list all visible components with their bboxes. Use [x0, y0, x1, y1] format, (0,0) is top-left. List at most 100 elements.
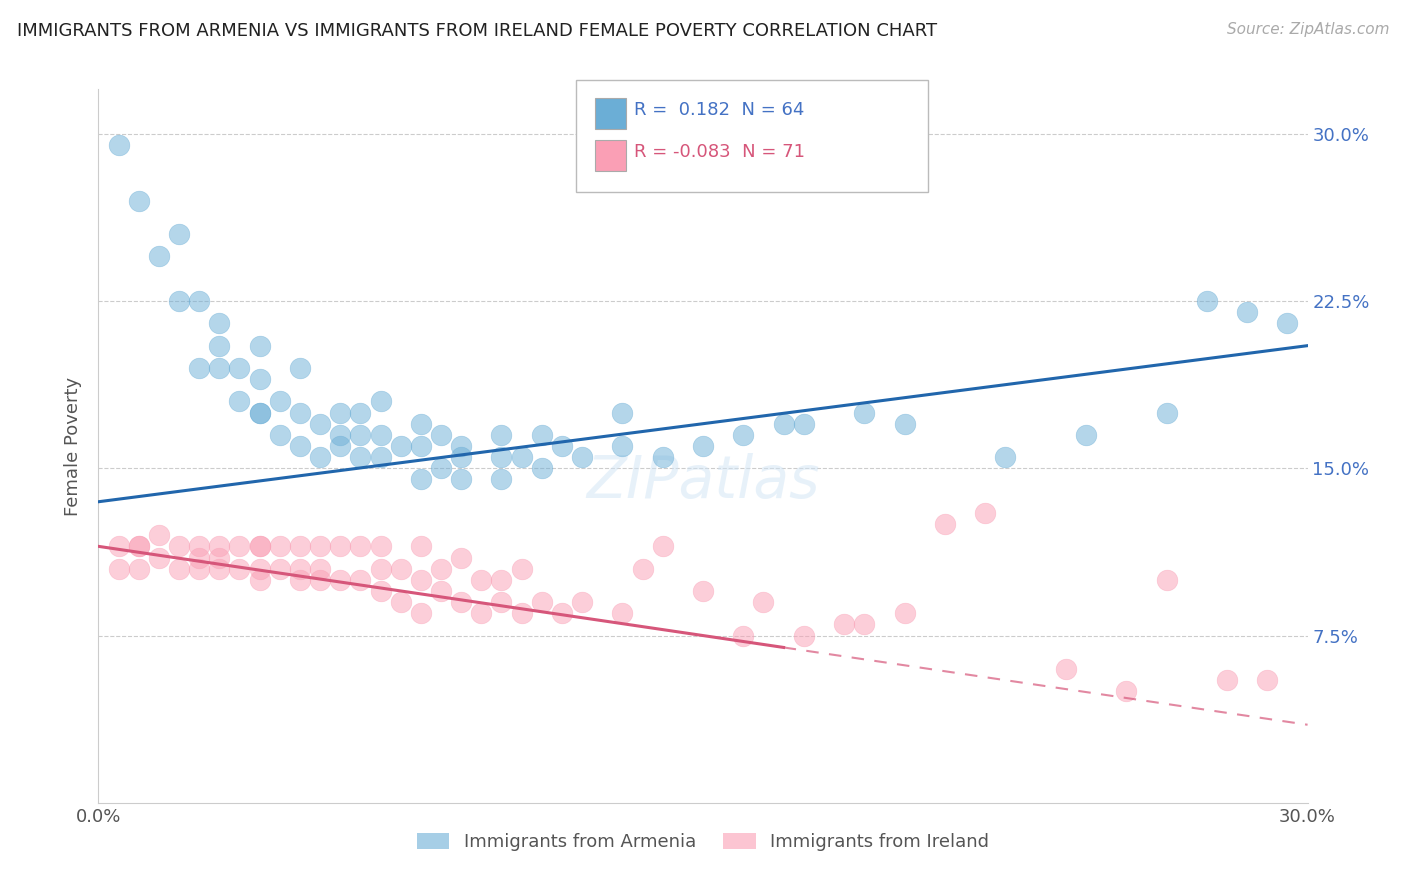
- Point: [491, 573, 513, 587]
- Point: [430, 562, 453, 576]
- Text: R = -0.083  N = 71: R = -0.083 N = 71: [634, 143, 806, 161]
- Point: [1074, 427, 1097, 442]
- Point: [612, 607, 634, 621]
- Point: [612, 439, 634, 453]
- Point: [1236, 305, 1258, 319]
- Point: [934, 516, 956, 531]
- Point: [530, 427, 553, 442]
- Point: [409, 573, 432, 587]
- Point: [793, 417, 815, 431]
- Point: [491, 427, 513, 442]
- Point: [1216, 673, 1239, 687]
- Point: [409, 439, 432, 453]
- Point: [288, 360, 311, 375]
- Point: [1156, 405, 1178, 419]
- Point: [370, 583, 392, 598]
- Point: [631, 562, 654, 576]
- Point: [269, 394, 291, 409]
- Point: [612, 405, 634, 419]
- Point: [128, 562, 150, 576]
- Point: [249, 562, 271, 576]
- Point: [1195, 293, 1218, 308]
- Point: [450, 595, 472, 609]
- Point: [692, 439, 714, 453]
- Point: [651, 450, 673, 464]
- Point: [470, 573, 492, 587]
- Point: [188, 360, 211, 375]
- Point: [853, 405, 876, 419]
- Point: [349, 427, 371, 442]
- Point: [853, 617, 876, 632]
- Point: [228, 394, 250, 409]
- Point: [249, 338, 271, 352]
- Point: [409, 417, 432, 431]
- Point: [470, 607, 492, 621]
- Point: [309, 539, 332, 553]
- Text: R =  0.182  N = 64: R = 0.182 N = 64: [634, 101, 804, 119]
- Point: [167, 539, 190, 553]
- Point: [793, 628, 815, 642]
- Point: [733, 427, 755, 442]
- Point: [893, 417, 915, 431]
- Point: [370, 450, 392, 464]
- Point: [329, 405, 352, 419]
- Point: [370, 394, 392, 409]
- Text: Source: ZipAtlas.com: Source: ZipAtlas.com: [1226, 22, 1389, 37]
- Point: [491, 473, 513, 487]
- Point: [510, 562, 533, 576]
- Point: [1054, 662, 1077, 676]
- Point: [450, 550, 472, 565]
- Point: [349, 573, 371, 587]
- Point: [450, 450, 472, 464]
- Point: [389, 562, 412, 576]
- Point: [450, 473, 472, 487]
- Point: [409, 607, 432, 621]
- Point: [772, 417, 794, 431]
- Point: [389, 595, 412, 609]
- Point: [752, 595, 775, 609]
- Point: [249, 372, 271, 386]
- Point: [128, 539, 150, 553]
- Point: [208, 562, 231, 576]
- Text: IMMIGRANTS FROM ARMENIA VS IMMIGRANTS FROM IRELAND FEMALE POVERTY CORRELATION CH: IMMIGRANTS FROM ARMENIA VS IMMIGRANTS FR…: [17, 22, 936, 40]
- Point: [370, 562, 392, 576]
- Point: [309, 562, 332, 576]
- Point: [249, 573, 271, 587]
- Point: [188, 550, 211, 565]
- Point: [1256, 673, 1278, 687]
- Point: [167, 562, 190, 576]
- Point: [148, 249, 170, 264]
- Point: [329, 427, 352, 442]
- Point: [349, 405, 371, 419]
- Point: [269, 427, 291, 442]
- Point: [288, 405, 311, 419]
- Point: [530, 595, 553, 609]
- Point: [107, 562, 129, 576]
- Legend: Immigrants from Armenia, Immigrants from Ireland: Immigrants from Armenia, Immigrants from…: [409, 825, 997, 858]
- Point: [249, 539, 271, 553]
- Point: [167, 227, 190, 241]
- Point: [370, 539, 392, 553]
- Point: [994, 450, 1017, 464]
- Point: [832, 617, 855, 632]
- Point: [510, 450, 533, 464]
- Point: [128, 194, 150, 208]
- Point: [1277, 316, 1299, 330]
- Point: [571, 450, 593, 464]
- Point: [571, 595, 593, 609]
- Point: [651, 539, 673, 553]
- Point: [269, 562, 291, 576]
- Text: ZIPatlas: ZIPatlas: [586, 453, 820, 510]
- Point: [288, 439, 311, 453]
- Point: [208, 338, 231, 352]
- Point: [188, 539, 211, 553]
- Point: [349, 450, 371, 464]
- Point: [491, 450, 513, 464]
- Point: [228, 562, 250, 576]
- Point: [329, 439, 352, 453]
- Point: [430, 461, 453, 475]
- Point: [107, 539, 129, 553]
- Point: [148, 528, 170, 542]
- Point: [430, 427, 453, 442]
- Point: [309, 417, 332, 431]
